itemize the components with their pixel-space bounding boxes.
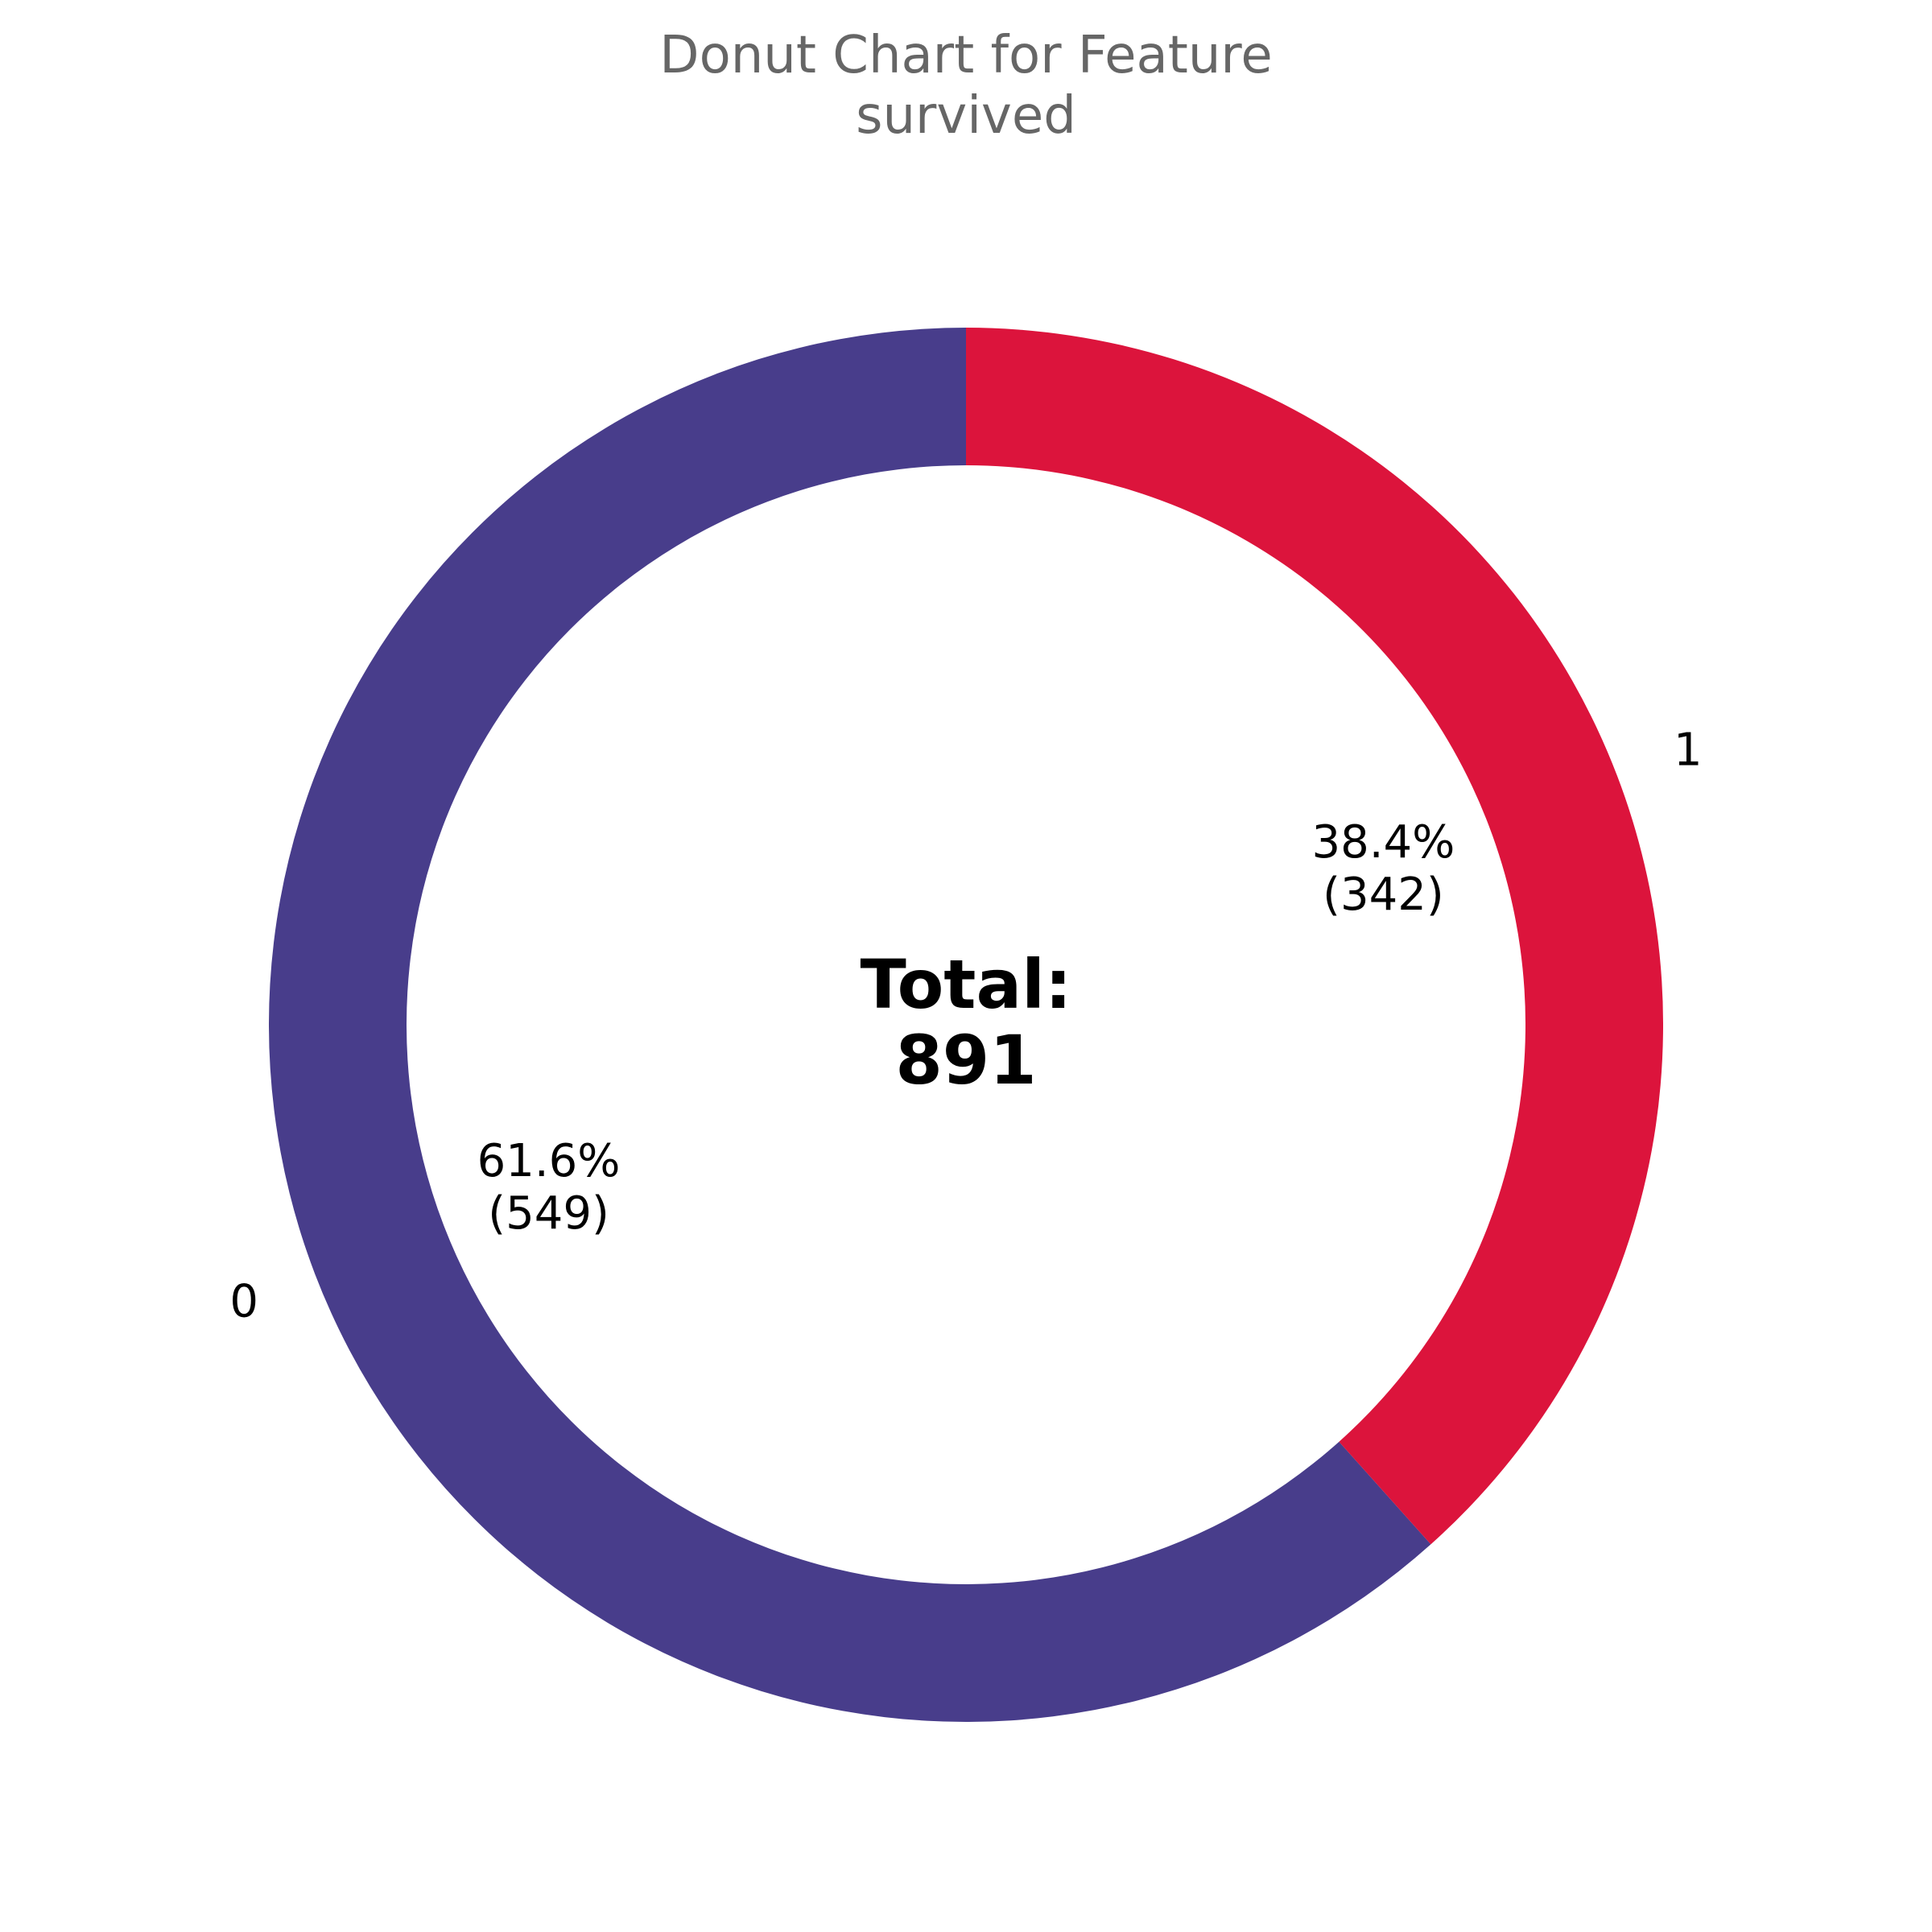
donut-labels: 0 61.6%(549) 1 38.4%(342) [229,724,1702,1327]
donut-slice-0 [269,328,1431,1722]
count-label-1: (342) [1323,869,1444,921]
count-label-0: (549) [488,1187,609,1240]
donut-slice-1 [966,328,1664,1545]
category-label-0: 0 [229,1276,258,1328]
chart-title-line-2: survived [856,86,1076,146]
percent-label-0: 61.6% [477,1135,621,1187]
donut-slices [269,328,1664,1722]
center-total-label: Total: [860,945,1071,1024]
category-label-1: 1 [1674,724,1703,776]
center-total-value: 891 [895,1021,1036,1100]
percent-label-1: 38.4% [1311,816,1455,869]
chart-title-line-1: Donut Chart for Feature [659,26,1272,85]
